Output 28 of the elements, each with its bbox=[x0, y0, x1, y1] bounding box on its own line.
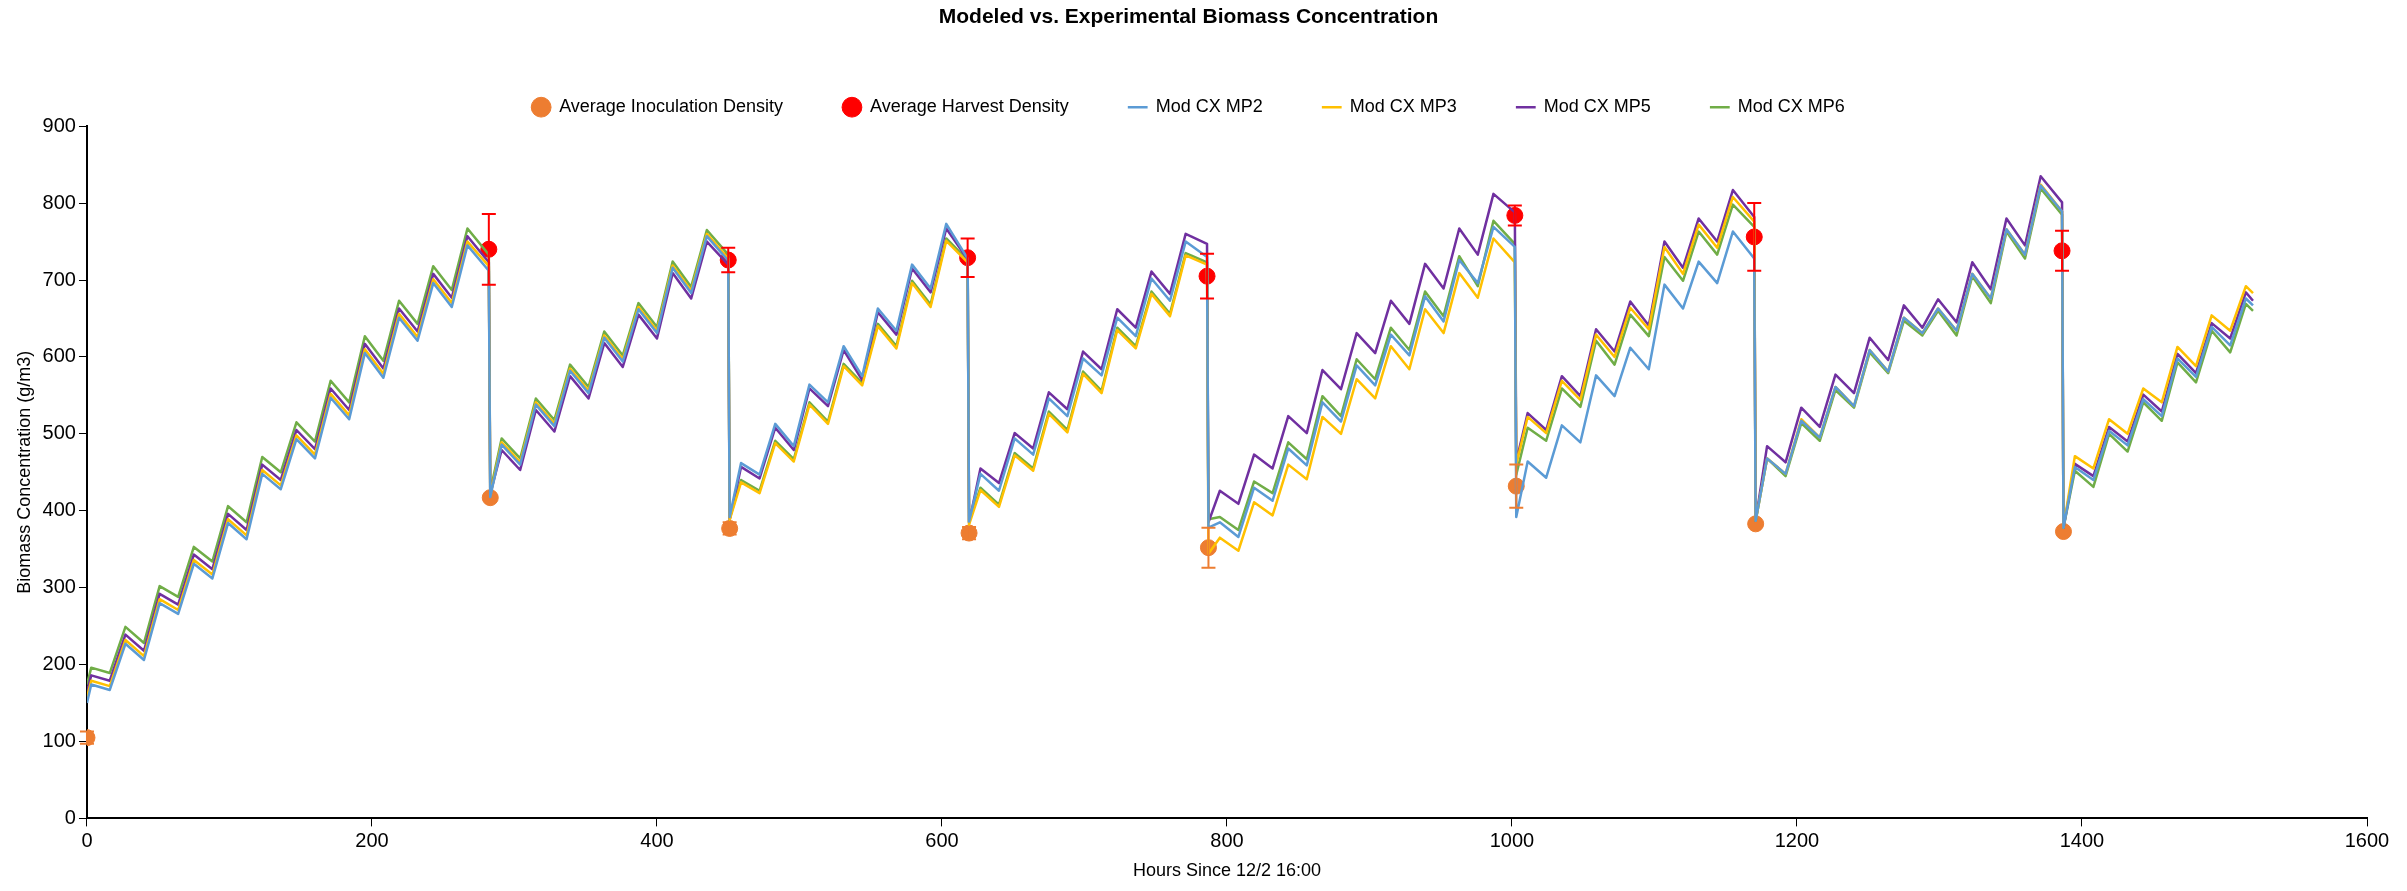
legend-label: Mod CX MP5 bbox=[1543, 96, 1651, 117]
x-tick-label: 1200 bbox=[1774, 828, 1820, 851]
y-tick-label: 400 bbox=[42, 498, 76, 521]
x-tick-label: 1400 bbox=[2059, 828, 2105, 851]
x-tick-label: 200 bbox=[355, 828, 389, 851]
legend-label: Mod CX MP6 bbox=[1737, 96, 1845, 117]
x-tick-label: 600 bbox=[925, 828, 959, 851]
y-tick-label: 0 bbox=[64, 805, 76, 828]
x-tick-label: 800 bbox=[1210, 828, 1244, 851]
legend-label: Average Harvest Density bbox=[869, 96, 1069, 117]
chart-title: Modeled vs. Experimental Biomass Concentration bbox=[938, 4, 1439, 28]
x-axis-title: Hours Since 12/2 16:00 bbox=[1132, 860, 1322, 881]
legend-label: Mod CX MP2 bbox=[1155, 96, 1263, 117]
y-tick-label: 600 bbox=[42, 344, 76, 367]
x-tick-label: 400 bbox=[640, 828, 674, 851]
x-tick-label: 1000 bbox=[1489, 828, 1535, 851]
x-tick-label: 1600 bbox=[2344, 828, 2390, 851]
y-tick-label: 700 bbox=[42, 267, 76, 290]
y-tick-label: 500 bbox=[42, 421, 76, 444]
x-tick-label: 0 bbox=[81, 828, 93, 851]
y-axis-title: Biomass Concentration (g/m3) bbox=[13, 350, 34, 594]
legend-label: Mod CX MP3 bbox=[1349, 96, 1457, 117]
y-tick-label: 900 bbox=[42, 113, 76, 136]
y-tick-label: 800 bbox=[42, 190, 76, 213]
y-tick-label: 100 bbox=[42, 729, 76, 751]
y-tick-label: 200 bbox=[42, 652, 76, 675]
legend-label: Average Inoculation Density bbox=[559, 96, 783, 117]
y-tick-label: 300 bbox=[42, 575, 76, 598]
